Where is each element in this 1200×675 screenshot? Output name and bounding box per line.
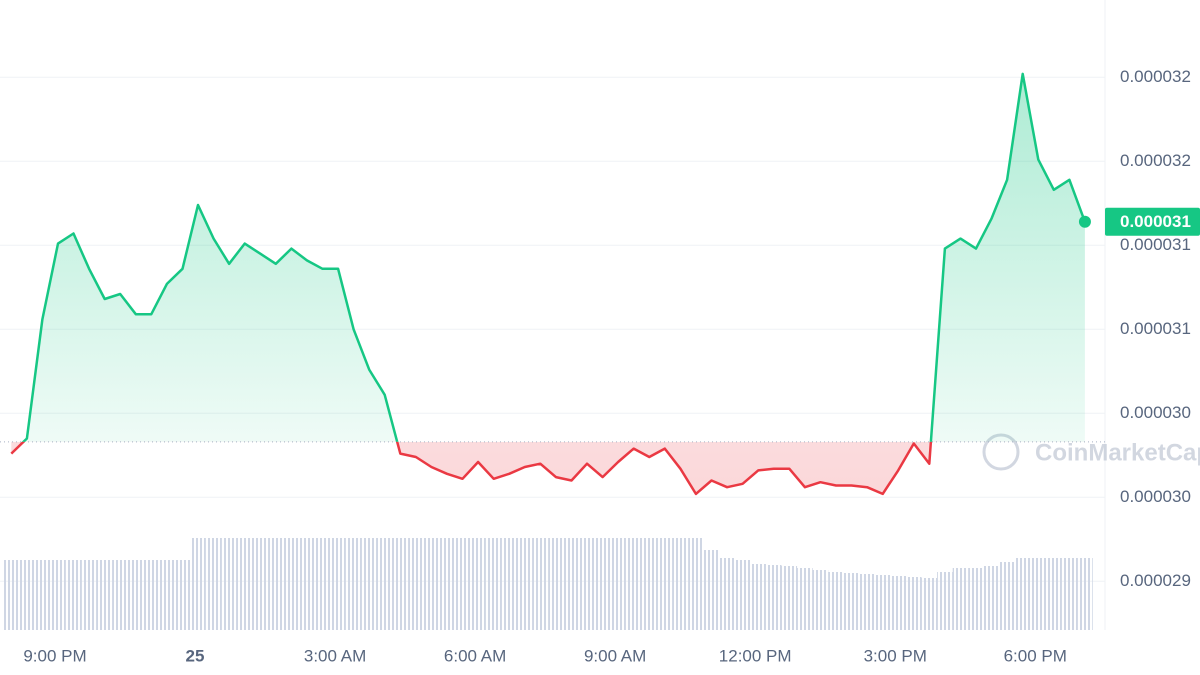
x-tick-label: 3:00 AM: [304, 646, 366, 665]
volume-bar: [1061, 558, 1078, 630]
volume-bar: [641, 538, 658, 630]
volume-bar: [159, 560, 175, 630]
volume-bar: [376, 538, 393, 630]
volume-bar: [719, 558, 735, 630]
volume-bar: [703, 550, 720, 630]
volume-bar: [579, 538, 595, 630]
volume-bar: [1030, 558, 1047, 630]
area-down: [11, 441, 1085, 494]
y-tick-label: 0.000032: [1120, 151, 1191, 170]
x-tick-label: 9:00 AM: [584, 646, 646, 665]
volume-bar: [657, 538, 673, 630]
volume-bar: [128, 560, 144, 630]
volume-bar: [610, 538, 626, 630]
volume-bar: [688, 538, 704, 630]
last-value-box: [1105, 207, 1200, 236]
volume-bar: [408, 538, 424, 630]
volume-bar: [828, 572, 844, 630]
volume-bar: [1077, 558, 1093, 630]
volume-bar: [252, 538, 269, 630]
plot: 0.000032 0.000032 0.000031 0.000031 0.000030…: [0, 67, 1200, 665]
volume-bar: [65, 560, 82, 630]
last-point: [1078, 215, 1091, 228]
x-tick-label: 6:00 PM: [1004, 646, 1067, 665]
volume-bar: [999, 562, 1015, 630]
volume-bar: [112, 560, 128, 630]
y-tick-label: 0.000030: [1120, 487, 1191, 506]
volume-bar: [906, 577, 922, 630]
volume-bar: [439, 538, 455, 630]
volume-bar: [330, 538, 346, 630]
volume-bar: [190, 538, 206, 630]
x-tick-label: 3:00 PM: [864, 646, 927, 665]
volume-bar: [34, 560, 51, 630]
volume-bar: [532, 538, 549, 630]
watermark-text: CoinMarketCap: [1035, 439, 1200, 466]
volume-bar: [781, 566, 798, 630]
volume-bar: [19, 560, 35, 630]
volume-bar: [952, 568, 969, 630]
y-tick-label: 0.000031: [1120, 235, 1191, 254]
volume-bar: [750, 564, 766, 630]
volume-bar: [485, 538, 502, 630]
area-up: [23, 73, 1085, 442]
volume-bar: [890, 576, 906, 630]
volume-bar: [314, 538, 331, 630]
volume-bar: [392, 538, 409, 630]
volume-bar: [517, 538, 533, 630]
volume-bar: [283, 538, 300, 630]
volume-bar: [205, 538, 222, 630]
volume-bar: [299, 538, 315, 630]
volume-bar: [143, 560, 160, 630]
volume-bar: [236, 538, 253, 630]
volume-bar: [174, 560, 191, 630]
volume-bar: [1014, 558, 1031, 630]
x-tick-label: 9:00 PM: [23, 646, 86, 665]
volume-bar: [454, 538, 471, 630]
y-tick-label: 0.000029: [1120, 571, 1191, 590]
volume-bar: [625, 538, 642, 630]
volume-bar: [361, 538, 377, 630]
volume-bar: [221, 538, 237, 630]
volume-bar: [812, 570, 829, 630]
y-tick-label: 0.000032: [1120, 67, 1191, 86]
volume-bar: [983, 566, 1000, 630]
price-line-down: [10, 441, 933, 496]
volume-bar: [268, 538, 284, 630]
volume-bar: [501, 538, 517, 630]
watermark: CoinMarketCap: [982, 433, 1200, 471]
volume-bar: [3, 560, 20, 630]
volume-bar: [859, 574, 875, 630]
volume-bar: [765, 565, 782, 630]
volume-bar: [563, 538, 580, 630]
x-tick-label: 25: [186, 646, 205, 665]
x-tick-label: 6:00 AM: [444, 646, 506, 665]
volume-bar: [50, 560, 66, 630]
volume-bar: [968, 568, 984, 630]
price-line-up: [21, 72, 1087, 442]
volume-bar: [921, 578, 938, 630]
volume-bar: [345, 538, 362, 630]
volume-bar: [672, 538, 689, 630]
last-value-label: 0.000031: [1120, 212, 1191, 231]
volume-bar: [734, 560, 751, 630]
volume-bar: [96, 560, 113, 630]
y-tick-label: 0.000031: [1120, 319, 1191, 338]
volume-bar: [81, 560, 97, 630]
y-tick-label: 0.000030: [1120, 403, 1191, 422]
volume-bar: [548, 538, 564, 630]
volume-bar: [470, 538, 486, 630]
volume-bar: [423, 538, 440, 630]
volume-bar: [797, 568, 813, 630]
volume-bar: [874, 575, 891, 630]
x-tick-label: 12:00 PM: [719, 646, 792, 665]
volume-bar: [937, 572, 953, 630]
volume-bar: [1046, 558, 1062, 630]
volume-bar: [594, 538, 611, 630]
volume-bar: [843, 573, 860, 630]
